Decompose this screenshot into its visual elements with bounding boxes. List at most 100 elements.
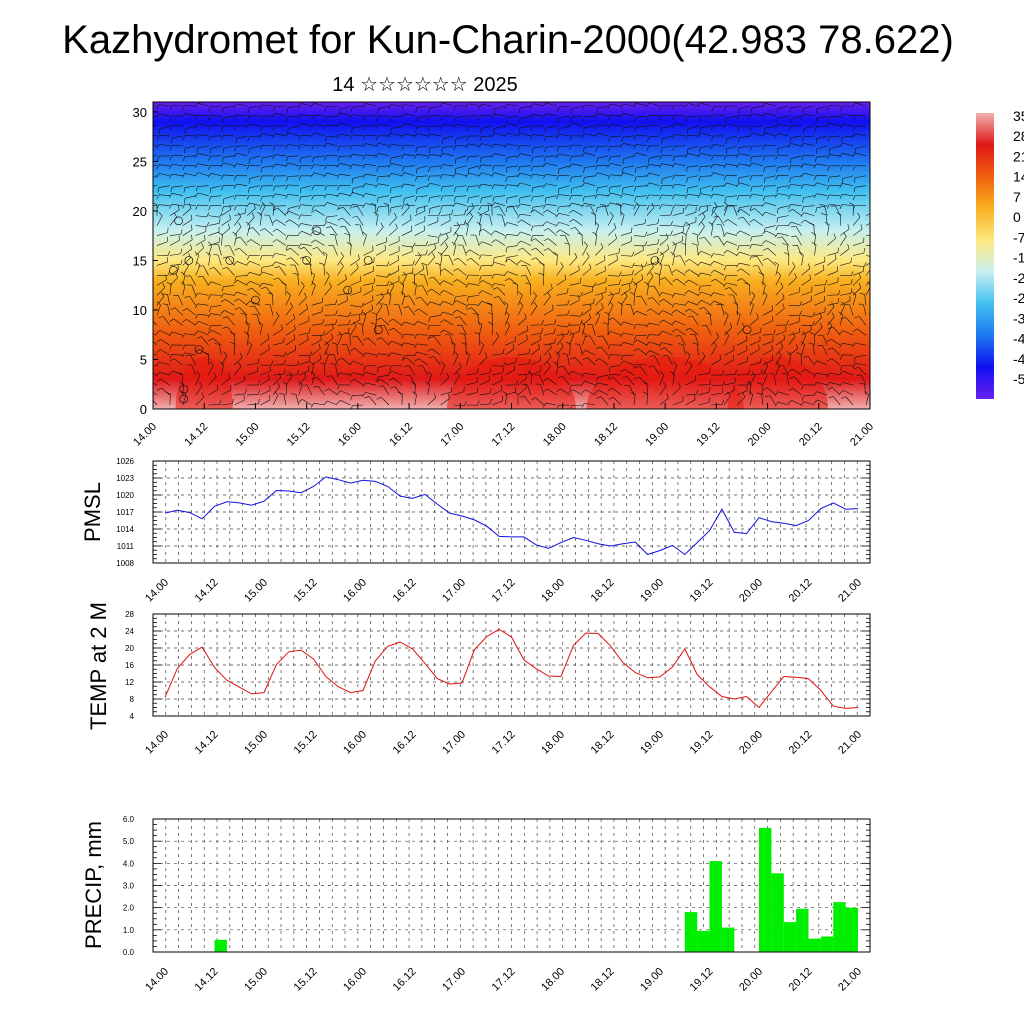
wind-barb	[425, 381, 431, 396]
wind-barb	[337, 295, 348, 306]
wind-barb	[840, 257, 852, 266]
wind-barb	[608, 185, 622, 193]
wind-barb	[646, 226, 658, 236]
pmsl-y-axis-label: PMSL	[80, 482, 105, 542]
wind-barb	[681, 232, 687, 246]
wind-barb	[713, 236, 725, 246]
x-tick-label: 21.00	[848, 421, 876, 449]
wind-barb	[194, 192, 209, 198]
wind-barb	[583, 165, 596, 173]
wind-barb	[491, 172, 506, 177]
wind-barb	[440, 215, 451, 226]
wind-barb	[584, 335, 596, 346]
wind-barb	[208, 205, 222, 211]
wind-barb	[633, 310, 647, 316]
wind-barb	[362, 134, 377, 140]
wind-barb	[234, 205, 248, 211]
wind-barb	[419, 274, 428, 286]
wind-barb	[472, 312, 480, 326]
wind-barb	[538, 272, 545, 286]
wind-barb	[336, 390, 351, 396]
wind-barb	[285, 219, 299, 226]
wind-barb	[555, 221, 570, 227]
wind-barb	[493, 255, 506, 263]
wind-barb	[182, 203, 196, 209]
x-tick-label: 19.12	[688, 966, 716, 994]
wind-barb	[247, 389, 261, 396]
wind-barb	[357, 322, 364, 336]
wind-barb	[169, 248, 183, 256]
x-tick-label: 16.00	[341, 729, 369, 757]
wind-barb	[260, 366, 271, 376]
wind-barb	[840, 224, 850, 236]
precip-bar	[709, 861, 722, 952]
wind-barb	[466, 258, 480, 266]
wind-barb	[336, 163, 351, 168]
wind-barb	[698, 222, 705, 236]
wind-barb	[439, 300, 454, 306]
wind-barb	[646, 194, 660, 200]
wind-barb	[336, 112, 351, 117]
wind-barb	[362, 203, 377, 208]
wind-barb	[621, 269, 634, 276]
wind-barb	[310, 402, 325, 408]
wind-barb	[738, 216, 751, 226]
wind-barb	[776, 165, 789, 173]
wind-barb	[517, 172, 531, 178]
wind-barb	[854, 316, 867, 326]
wind-barb	[260, 195, 274, 202]
wind-barb	[595, 255, 606, 266]
wind-barb	[459, 333, 467, 346]
wind-barb	[852, 152, 867, 158]
wind-barb	[504, 123, 519, 128]
wind-barb	[156, 143, 170, 149]
calm-wind-circle	[179, 384, 189, 394]
wind-barb	[596, 105, 609, 114]
temp-x-axis: 14.00 14.12 15.00 15.12 16.00 16.12 17.00 17.12…	[143, 729, 864, 757]
wind-barb	[246, 255, 261, 261]
wind-barb	[596, 185, 609, 193]
wind-barb	[153, 382, 158, 386]
wind-barb	[466, 185, 480, 192]
wind-barb	[311, 306, 323, 316]
wind-barb	[775, 293, 785, 306]
wind-barb	[376, 175, 390, 182]
wind-barb	[698, 351, 706, 366]
wind-barb	[621, 135, 634, 142]
wind-barb	[595, 277, 607, 286]
wind-barb	[194, 251, 200, 266]
wind-barb	[324, 135, 338, 142]
wind-barb	[401, 104, 415, 110]
wind-barb	[634, 185, 647, 192]
wind-barb	[388, 246, 400, 256]
calm-wind-circle	[373, 325, 383, 335]
wind-barb	[711, 332, 719, 346]
wind-barb	[569, 331, 575, 346]
wind-barb	[415, 145, 428, 153]
wind-barb	[530, 328, 543, 336]
wind-barb	[723, 232, 738, 237]
wind-barb	[761, 281, 766, 296]
wind-barb	[169, 115, 183, 121]
wind-barb	[415, 115, 428, 123]
wind-barb	[440, 372, 450, 386]
wind-barb	[337, 217, 351, 226]
wind-barb	[492, 367, 504, 376]
wind-barb	[324, 310, 338, 316]
wind-barb	[697, 153, 712, 158]
wind-barb	[517, 153, 531, 158]
wind-barb	[248, 185, 261, 193]
wind-barb	[595, 205, 609, 213]
wind-barb	[298, 114, 312, 120]
wind-barb	[675, 255, 686, 266]
wind-barb	[452, 202, 467, 207]
wind-barb	[530, 291, 537, 306]
wind-barb	[310, 271, 315, 286]
wind-barb	[337, 274, 347, 286]
wind-barb	[311, 195, 325, 201]
wind-barb	[530, 113, 544, 119]
wind-barb	[645, 350, 660, 356]
wind-barb	[375, 222, 384, 236]
wind-barb	[207, 172, 222, 178]
wind-barb	[286, 257, 300, 266]
